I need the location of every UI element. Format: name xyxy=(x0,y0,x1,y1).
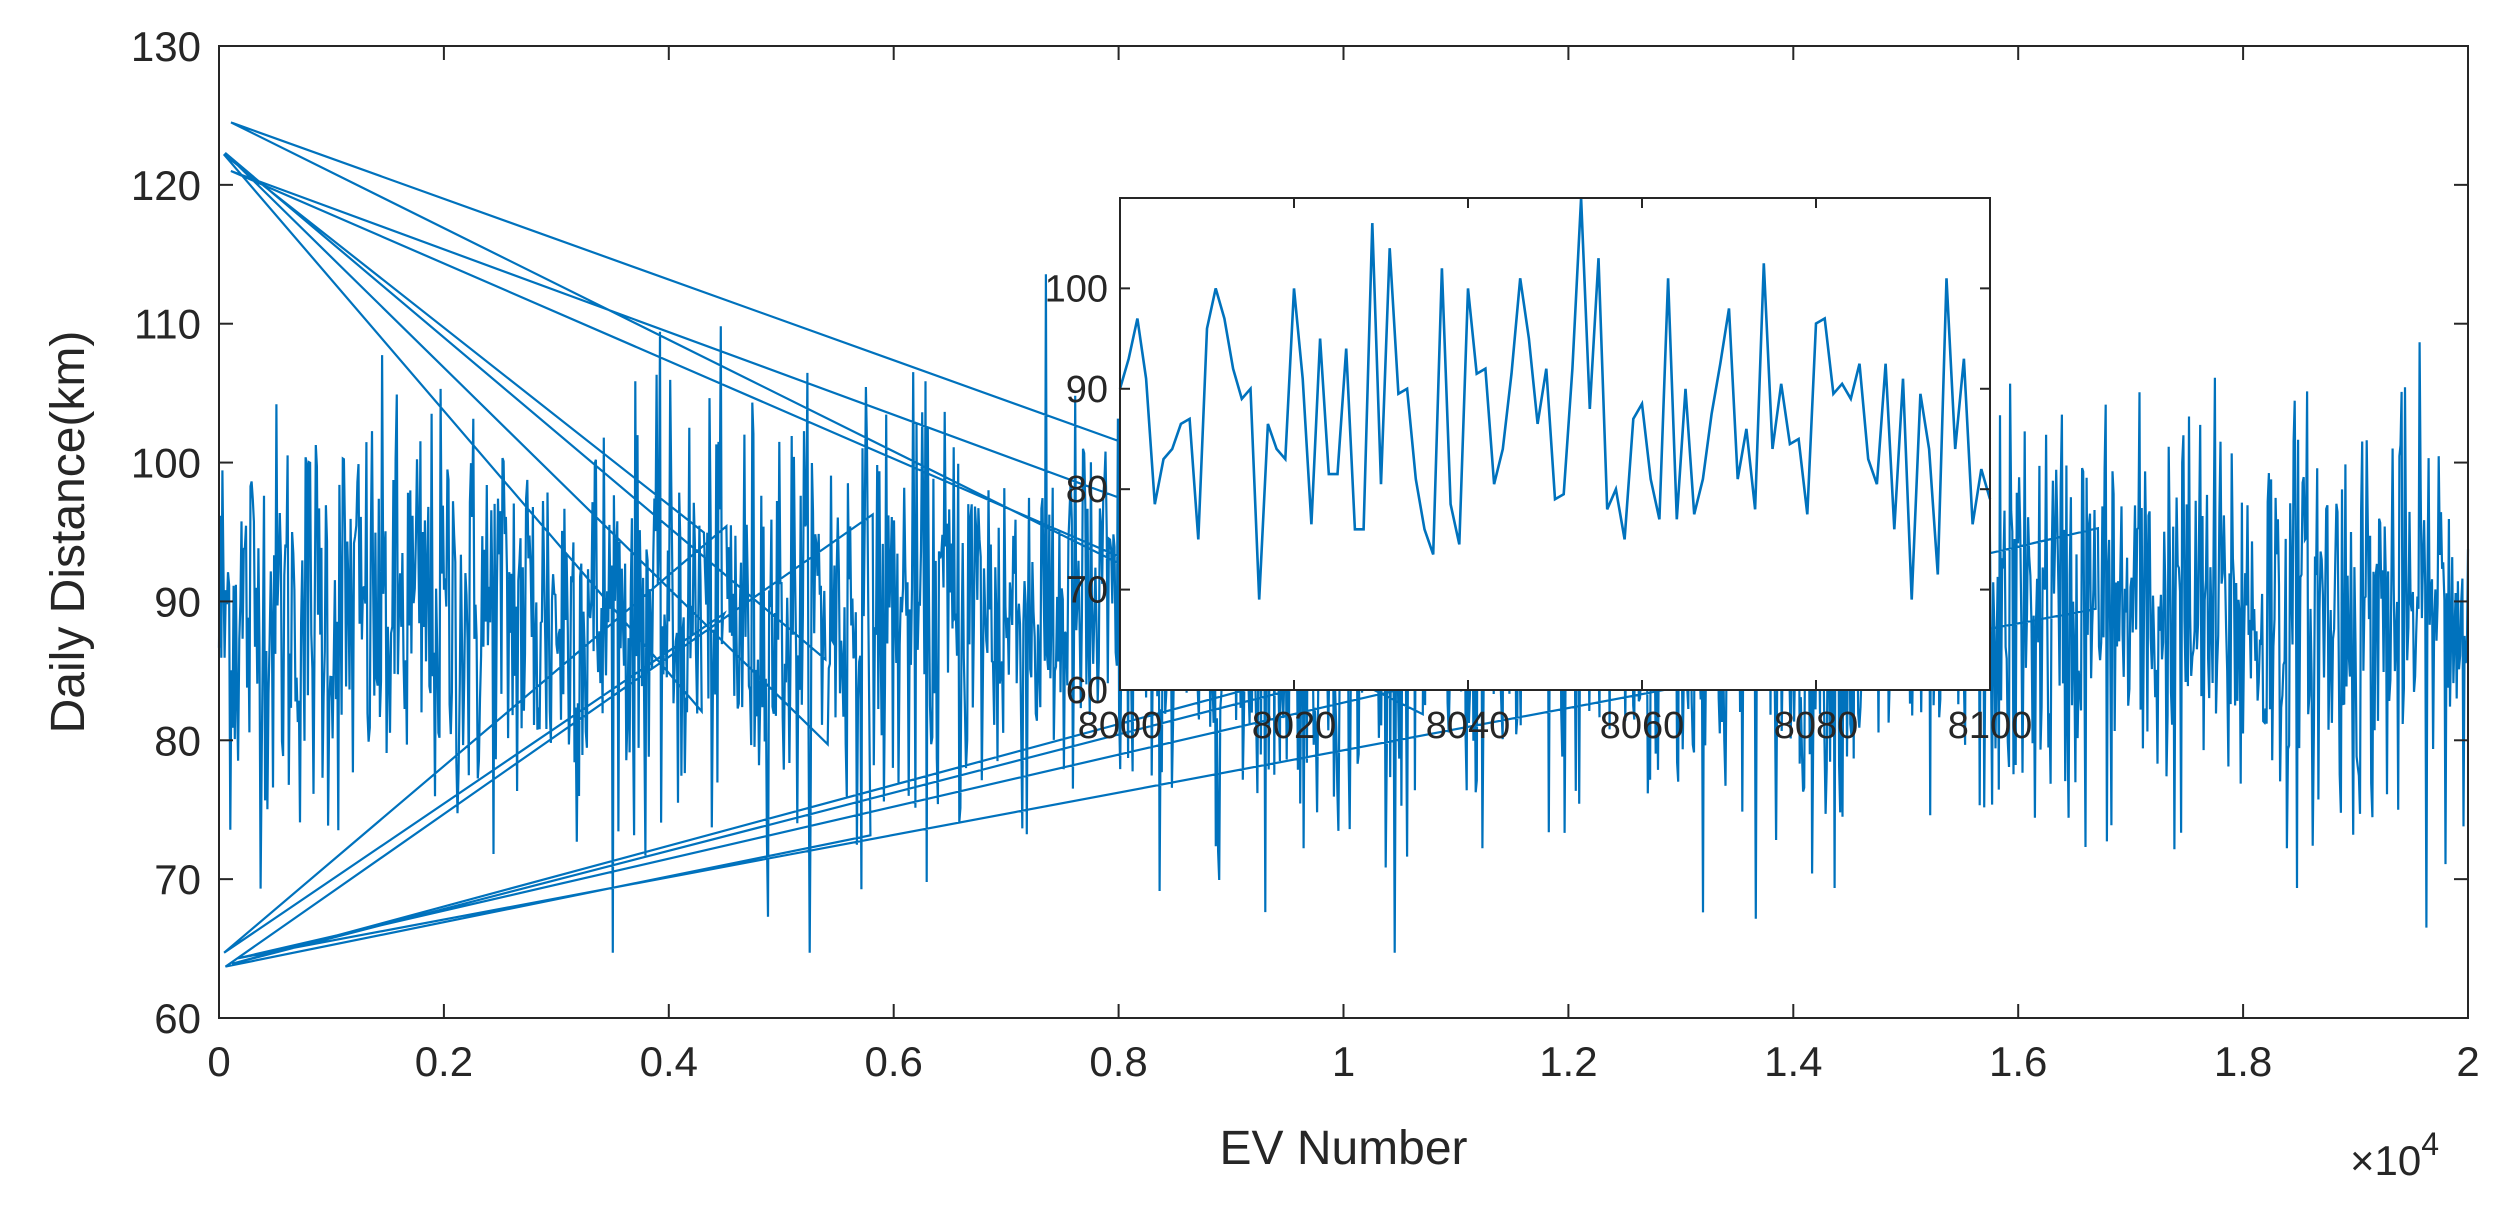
x-exponent-base: ×10 xyxy=(2350,1137,2421,1184)
main-x-tick-label: 1.8 xyxy=(2214,1038,2272,1085)
main-x-tick-label: 0 xyxy=(207,1038,230,1085)
inset-x-tick-label: 8040 xyxy=(1426,705,1511,747)
inset-y-tick-label: 80 xyxy=(1066,469,1108,511)
main-chart: 0 0.2 0.4 0.6 0.8 1 1.2 1.4 1.6 1.8 2 60 70 80 90 100 11… xyxy=(42,23,2480,1184)
inset-y-tick-label: 70 xyxy=(1066,570,1108,612)
main-x-tick-label: 1.6 xyxy=(1989,1038,2047,1085)
main-x-tick-label: 1.4 xyxy=(1764,1038,1822,1085)
inset-background xyxy=(1120,198,1990,690)
inset-x-tick-label: 8100 xyxy=(1948,705,2033,747)
inset-x-tick-label: 8080 xyxy=(1774,705,1859,747)
y-axis-label: Daily Distance(km) xyxy=(42,331,95,734)
main-x-tick-label: 0.2 xyxy=(415,1038,473,1085)
main-y-tick-label: 130 xyxy=(131,23,201,70)
inset-x-tick-label: 8000 xyxy=(1078,705,1163,747)
inset-y-tick-label: 100 xyxy=(1045,268,1108,310)
main-x-tick-label: 0.6 xyxy=(865,1038,923,1085)
inset-chart: 8000 8020 8040 8060 8080 8100 60 70 80 90 100 xyxy=(1045,197,2033,747)
inset-y-tick-label: 90 xyxy=(1066,369,1108,411)
main-x-tick-label: 2 xyxy=(2456,1038,2479,1085)
main-y-tick-label: 80 xyxy=(154,717,201,764)
inset-y-tick-label: 60 xyxy=(1066,670,1108,712)
inset-x-tick-label: 8020 xyxy=(1252,705,1337,747)
main-y-tick-label: 90 xyxy=(154,578,201,625)
inset-axes-box xyxy=(1119,197,1991,691)
main-y-tick-label: 60 xyxy=(154,995,201,1042)
x-exponent-power: 4 xyxy=(2421,1126,2439,1162)
main-y-tick-label: 70 xyxy=(154,856,201,903)
main-x-tick-label: 1.2 xyxy=(1539,1038,1597,1085)
main-y-tick-label: 120 xyxy=(131,162,201,209)
main-x-tick-label: 1 xyxy=(1332,1038,1355,1085)
x-exponent-label: ×104 xyxy=(2350,1126,2439,1184)
inset-x-tick-label: 8060 xyxy=(1600,705,1685,747)
x-axis-label: EV Number xyxy=(1219,1122,1467,1175)
inset-series-line xyxy=(1118,197,1992,600)
main-y-tick-label: 100 xyxy=(131,440,201,487)
main-y-tick-label: 110 xyxy=(134,301,201,348)
main-x-tick-label: 0.4 xyxy=(640,1038,698,1085)
main-x-tick-label: 0.8 xyxy=(1089,1038,1147,1085)
